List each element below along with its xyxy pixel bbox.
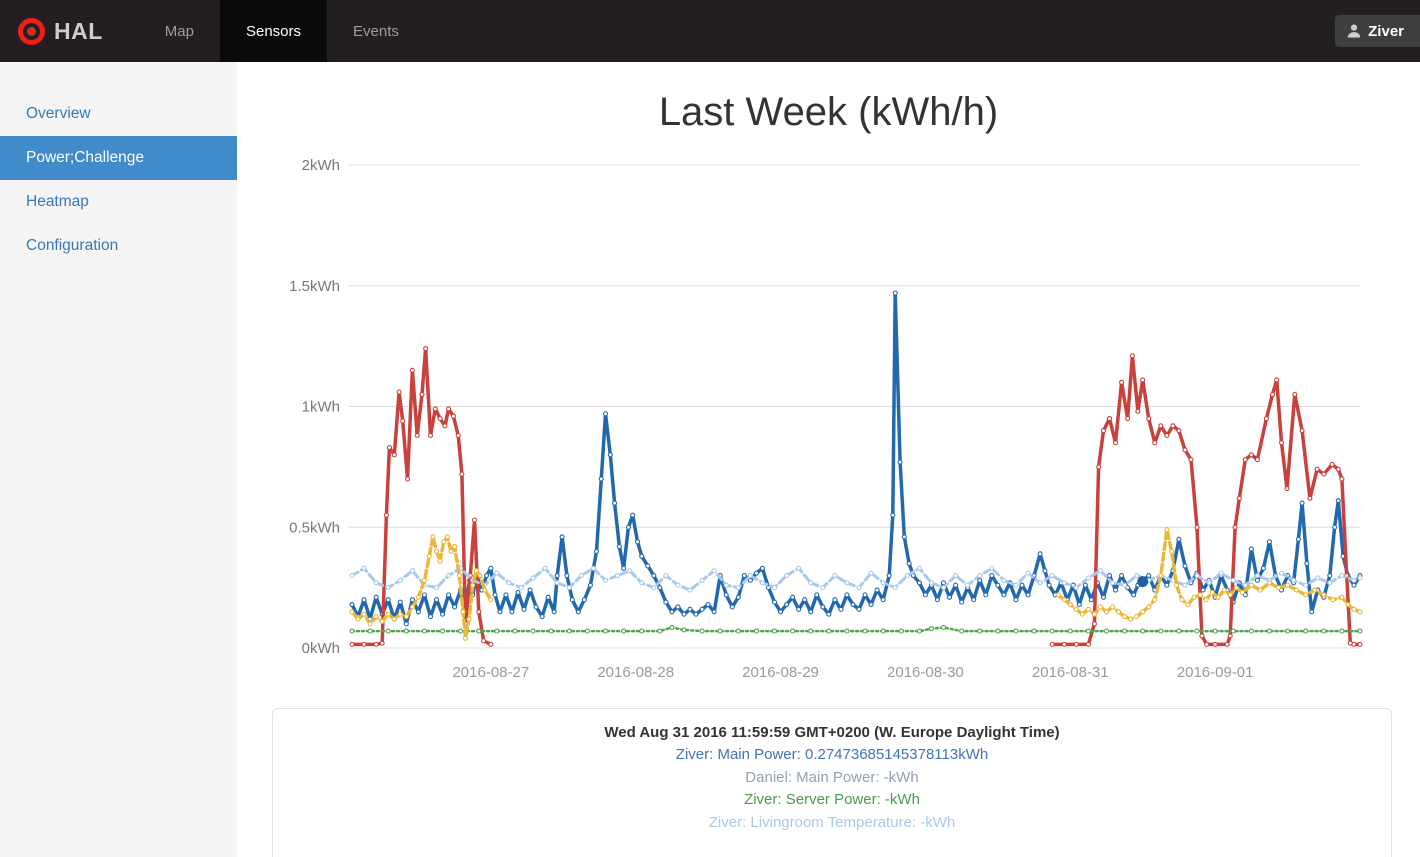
- legend-row-ziver-server-power: Ziver: Server Power: -kWh: [744, 791, 920, 808]
- nav-tabs: Map Sensors Events: [139, 0, 425, 62]
- brand-name: HAL: [54, 17, 103, 44]
- svg-text:2016-08-27: 2016-08-27: [452, 664, 529, 681]
- sidebar: Overview Power;Challenge Heatmap Configu…: [0, 62, 237, 857]
- svg-text:0.5kWh: 0.5kWh: [289, 519, 340, 536]
- chart-legend-card: Wed Aug 31 2016 11:59:59 GMT+0200 (W. Eu…: [272, 708, 1392, 857]
- svg-text:2kWh: 2kWh: [302, 157, 340, 174]
- svg-text:1.5kWh: 1.5kWh: [289, 278, 340, 295]
- nav-tab-map[interactable]: Map: [164, 22, 194, 40]
- main-content: Last Week (kWh/h) 0kWh 0.5kWh 1kWh 1.5kWh 2k…: [237, 0, 1420, 857]
- svg-text:1kWh: 1kWh: [302, 399, 340, 416]
- nav-tab-events[interactable]: Events: [353, 22, 399, 40]
- legend-row-ziver-main-power: Ziver: Main Power: 0.27473685145378113kW…: [675, 746, 989, 763]
- chart-svg[interactable]: 0kWh 0.5kWh 1kWh 1.5kWh 2kWh 2016-08-27 2016-0…: [237, 143, 1420, 688]
- legend-row-daniel-main-power: Daniel: Main Power: -kWh: [745, 768, 919, 786]
- user-icon: [1347, 24, 1361, 38]
- legend-date: Wed Aug 31 2016 11:59:59 GMT+0200 (W. Eu…: [604, 724, 1060, 741]
- user-name: Ziver: [1368, 22, 1404, 40]
- top-navbar: HAL Map Sensors Events Ziver: [0, 0, 1420, 62]
- brand[interactable]: HAL: [0, 0, 123, 62]
- svg-text:2016-09-01: 2016-09-01: [1177, 664, 1254, 681]
- svg-text:2016-08-31: 2016-08-31: [1032, 664, 1109, 681]
- svg-text:2016-08-30: 2016-08-30: [887, 664, 964, 681]
- nav-tab-sensors[interactable]: Sensors: [219, 0, 327, 62]
- sidebar-item-power-challenge[interactable]: Power;Challenge: [0, 136, 237, 180]
- svg-text:2016-08-28: 2016-08-28: [597, 664, 674, 681]
- sidebar-item-overview[interactable]: Overview: [26, 105, 91, 122]
- hal-logo-icon: [18, 17, 45, 45]
- legend-row-ziver-livingroom-temperature: Ziver: Livingroom Temperature: -kWh: [708, 813, 956, 831]
- user-menu[interactable]: Ziver: [1335, 15, 1420, 47]
- chart-title: Last Week (kWh/h): [658, 90, 999, 134]
- chart-area[interactable]: 0kWh 0.5kWh 1kWh 1.5kWh 2kWh 2016-08-27 2016-0…: [237, 143, 1420, 688]
- svg-text:2016-08-29: 2016-08-29: [742, 664, 819, 681]
- svg-text:0kWh: 0kWh: [302, 640, 340, 657]
- sidebar-item-heatmap[interactable]: Heatmap: [26, 193, 89, 210]
- sidebar-item-configuration[interactable]: Configuration: [26, 237, 119, 254]
